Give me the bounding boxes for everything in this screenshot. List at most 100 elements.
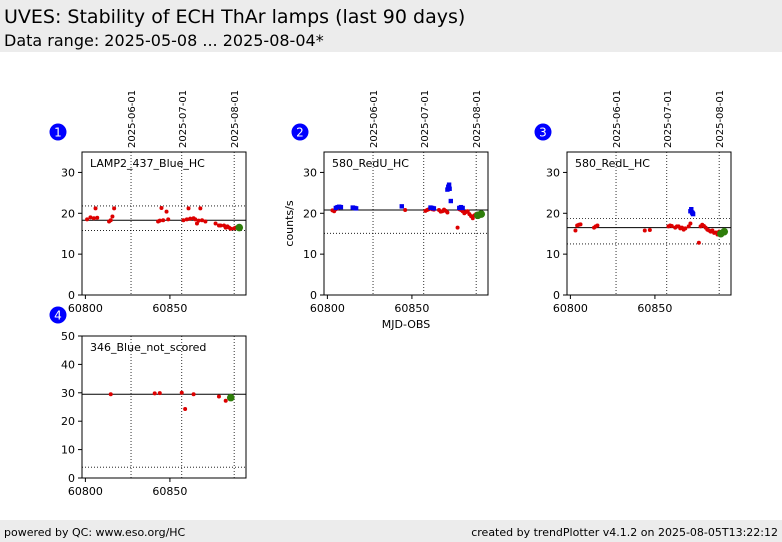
date-tick-label: 2025-06-01 — [127, 90, 138, 148]
y-tick-label: 10 — [61, 444, 75, 457]
data-point-red — [159, 205, 164, 210]
data-point-blue — [399, 204, 404, 209]
y-tick-label: 0 — [68, 289, 75, 302]
data-point-blue — [338, 204, 344, 210]
data-points — [108, 390, 235, 411]
data-point-red — [228, 226, 233, 231]
panel-label: LAMP2_437_Blue_HC — [90, 157, 205, 170]
data-point-latest — [720, 227, 729, 236]
data-point-red — [573, 228, 578, 233]
data-points — [85, 205, 244, 232]
x-tick-label: 60800 — [68, 485, 103, 498]
y-axis-title: counts/s — [283, 200, 296, 246]
data-point-blue — [353, 206, 359, 211]
data-point-red — [110, 214, 115, 219]
data-range-subtitle: Data range: 2025-05-08 ... 2025-08-04* — [4, 31, 324, 50]
panel-number-badge — [291, 123, 309, 141]
y-tick-label: 10 — [546, 248, 560, 261]
page-title: UVES: Stability of ECH ThAr lamps (last … — [4, 6, 466, 28]
data-point-blue — [689, 207, 694, 212]
data-point-red — [108, 392, 113, 397]
data-point-red — [218, 223, 223, 228]
chart-panel-2: 2025-06-01 2025-07-01 2025-08-01 0 10 20 30 608… — [283, 90, 489, 331]
data-point-red — [186, 206, 191, 211]
date-tick-label: 2025-08-01 — [230, 90, 241, 148]
data-point-red — [216, 394, 221, 399]
plot-frame — [81, 151, 247, 296]
data-point-red — [203, 219, 208, 224]
panel-label: 346_Blue_not_scored — [90, 341, 206, 354]
data-point-red — [85, 217, 90, 222]
y-tick-label: 10 — [61, 248, 75, 261]
data-point-blue — [690, 211, 696, 217]
data-point-red — [112, 206, 117, 211]
panel-number-text: 1 — [54, 126, 62, 140]
data-point-blue — [448, 198, 454, 204]
data-point-red — [183, 406, 188, 411]
data-point-red — [181, 218, 186, 223]
data-point-red — [200, 218, 205, 223]
data-point-red — [152, 391, 157, 396]
x-tick-label: 60850 — [394, 302, 429, 315]
x-tick-label: 60800 — [310, 302, 345, 315]
data-point-red — [642, 228, 647, 233]
data-point-red — [184, 217, 189, 222]
data-point-latest — [226, 393, 235, 402]
data-point-red — [88, 215, 93, 220]
data-point-red — [188, 216, 193, 221]
chart-panel-4: 0 10 20 30 40 50 60800 60850 346_Blue_not_scored… — [49, 306, 247, 498]
data-point-red — [164, 209, 169, 214]
data-point-red — [196, 218, 201, 223]
y-tick-label: 20 — [61, 207, 75, 220]
panel-number-text: 4 — [54, 309, 62, 323]
data-point-red — [595, 223, 600, 228]
y-tick-label: 30 — [61, 387, 75, 400]
panel-label: 580_RedL_HC — [575, 157, 650, 170]
data-point-red — [578, 222, 583, 227]
panel-label: 580_RedU_HC — [332, 157, 409, 170]
date-tick-label: 2025-06-01 — [369, 90, 380, 148]
plot-frame — [566, 151, 732, 296]
data-point-red — [157, 391, 162, 396]
date-tick-label: 2025-08-01 — [715, 90, 726, 148]
y-tick-label: 40 — [61, 358, 75, 371]
data-point-red — [455, 225, 460, 230]
data-point-red — [166, 217, 171, 222]
data-point-red — [91, 216, 96, 221]
chart-panel-1: 2025-06-01 2025-07-01 2025-08-01 0 10 20 30 608… — [49, 90, 247, 315]
x-tick-label: 60850 — [637, 302, 672, 315]
data-point-blue — [447, 186, 452, 191]
x-tick-label: 60850 — [152, 485, 187, 498]
x-tick-label: 60850 — [152, 302, 187, 315]
data-points — [330, 182, 486, 230]
data-point-red — [157, 218, 162, 223]
date-tick-label: 2025-06-01 — [612, 90, 623, 148]
y-tick-label: 20 — [546, 207, 560, 220]
data-point-latest — [477, 210, 486, 218]
panel-number-text: 3 — [539, 126, 547, 140]
panel-number-badge — [49, 306, 67, 324]
y-tick-label: 0 — [68, 472, 75, 485]
data-point-red — [696, 240, 701, 245]
data-point-blue — [431, 206, 437, 211]
data-point-red — [688, 221, 693, 226]
date-tick-label: 2025-07-01 — [663, 90, 674, 148]
y-tick-label: 0 — [553, 289, 560, 302]
footer-created-by: created by trendPlotter v4.1.2 on 2025-0… — [471, 526, 778, 539]
y-tick-label: 10 — [303, 248, 317, 261]
data-point-red — [647, 228, 652, 233]
y-tick-label: 20 — [61, 415, 75, 428]
panel-number-badge — [534, 123, 552, 141]
header-bar: UVES: Stability of ECH ThAr lamps (last … — [0, 0, 782, 52]
data-point-red — [95, 215, 100, 220]
data-point-red — [669, 223, 674, 228]
panel-number-text: 2 — [296, 126, 304, 140]
data-point-red — [403, 208, 408, 213]
data-point-red — [683, 226, 688, 231]
y-tick-label: 20 — [303, 207, 317, 220]
plot-frame — [81, 335, 247, 479]
date-tick-label: 2025-07-01 — [420, 90, 431, 148]
data-point-red — [161, 218, 166, 223]
data-point-red — [223, 398, 228, 403]
